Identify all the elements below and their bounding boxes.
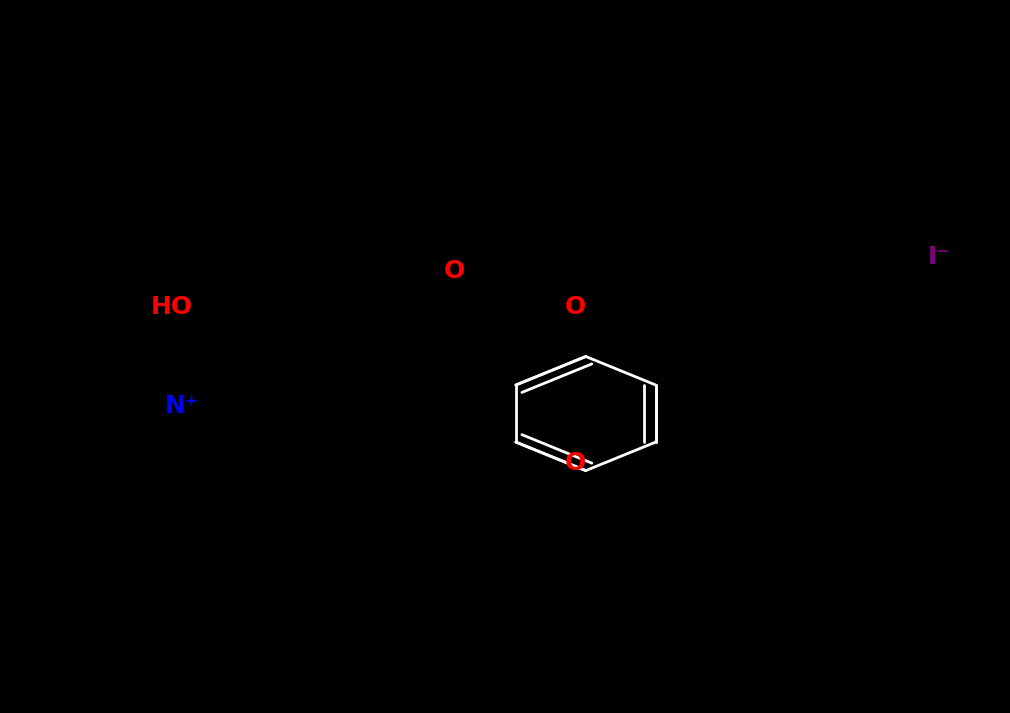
Text: HO: HO bbox=[150, 294, 193, 319]
Text: N⁺: N⁺ bbox=[165, 394, 199, 419]
Text: O: O bbox=[443, 259, 466, 283]
Text: O: O bbox=[565, 451, 587, 476]
Text: I⁻: I⁻ bbox=[928, 245, 950, 269]
Text: O: O bbox=[565, 294, 587, 319]
